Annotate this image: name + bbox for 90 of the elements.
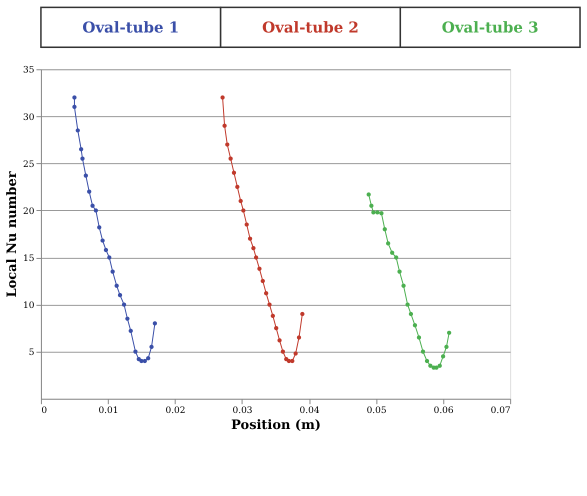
point (241, 208, 246, 213)
point (300, 312, 304, 316)
x-axis-title: Position (m) (231, 418, 321, 434)
y-axis-title: Local Nu number (5, 171, 20, 298)
point (133, 350, 138, 354)
point (394, 255, 398, 260)
point (142, 358, 147, 364)
point (267, 302, 272, 307)
text: Oval-tube 3 (442, 18, 539, 36)
point (375, 210, 380, 214)
point (296, 335, 302, 340)
point (405, 302, 410, 307)
point (294, 351, 298, 356)
y-tick-label: 30 (23, 112, 35, 123)
point (122, 302, 126, 307)
point (438, 364, 442, 368)
point (260, 278, 265, 284)
point (401, 284, 406, 288)
point (90, 204, 95, 208)
y-tick-label: 20 (23, 206, 35, 217)
point (100, 238, 105, 243)
point (390, 250, 394, 255)
point (107, 255, 112, 260)
point (84, 174, 88, 178)
point (290, 358, 294, 364)
point (248, 236, 252, 241)
point (110, 270, 115, 274)
point (366, 192, 371, 197)
point (369, 204, 374, 208)
x-tick-label: 0.04 (300, 406, 320, 416)
point (232, 170, 236, 175)
x-tick-label: 0.07 (490, 406, 511, 416)
x-tick-label: 0.02 (165, 406, 186, 416)
point (386, 241, 390, 246)
point (408, 312, 414, 316)
y-tick-label: 15 (23, 254, 35, 264)
point (222, 124, 227, 128)
point (251, 246, 256, 250)
point (280, 350, 286, 354)
point (87, 190, 92, 194)
point (220, 95, 225, 100)
point (149, 344, 154, 350)
point (382, 227, 387, 232)
point (238, 198, 243, 204)
x-tick-label: 0.01 (98, 406, 118, 416)
point (274, 326, 278, 330)
point (444, 344, 449, 350)
x-tick-label: 0 (41, 406, 48, 416)
point (264, 291, 268, 296)
point (254, 255, 258, 260)
point (128, 328, 133, 334)
point (257, 266, 262, 271)
point (94, 208, 98, 213)
y-tick-label: 35 (23, 66, 35, 76)
point (270, 314, 275, 318)
point (277, 338, 282, 342)
y-tick-label: 25 (23, 160, 35, 170)
point (440, 354, 446, 358)
point (371, 210, 376, 214)
point (146, 356, 150, 360)
point (79, 147, 84, 152)
point (235, 184, 240, 190)
x-tick-label: 0.06 (434, 406, 454, 416)
point (104, 248, 108, 252)
text: Oval-tube 2 (262, 18, 359, 36)
y-tick-label: 10 (23, 301, 35, 312)
point (379, 211, 384, 216)
point (447, 330, 452, 335)
point (416, 335, 422, 340)
point (72, 104, 77, 110)
x-tick-label: 0.05 (366, 406, 387, 416)
point (114, 284, 119, 288)
text: Oval-tube 1 (82, 18, 180, 36)
point (428, 364, 432, 368)
y-tick-label: 5 (28, 348, 35, 358)
point (118, 293, 122, 298)
point (228, 156, 233, 161)
point (225, 142, 230, 147)
point (80, 156, 85, 161)
point (424, 358, 430, 364)
point (152, 321, 157, 326)
point (97, 225, 102, 230)
point (125, 316, 130, 321)
x-tick-label: 0.03 (232, 406, 253, 416)
point (420, 350, 426, 354)
point (412, 323, 418, 328)
point (244, 222, 249, 227)
point (397, 270, 402, 274)
point (72, 95, 77, 100)
point (76, 128, 80, 133)
